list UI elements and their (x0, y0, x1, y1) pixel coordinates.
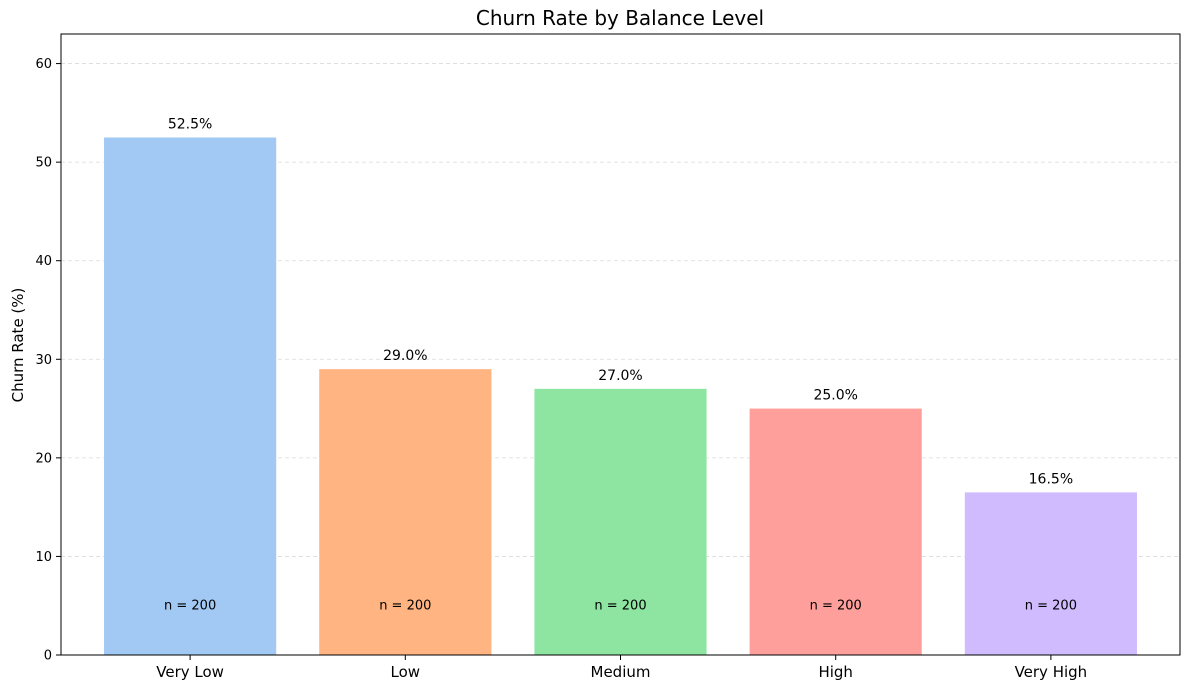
bar-count-label: n = 200 (1025, 599, 1077, 614)
y-tick-label: 30 (35, 353, 52, 368)
bar (534, 388, 707, 655)
bar-value-label: 27.0% (598, 368, 642, 384)
x-tick-label: Very High (1015, 663, 1088, 681)
bar-labels: 52.5% n = 200 29.0% n = 200 27.0% n = 200 25.0… (164, 117, 1077, 614)
y-axis-label: Churn Rate (%) (9, 288, 27, 403)
x-tick-label: Medium (591, 663, 651, 681)
bar-value-label: 29.0% (383, 348, 427, 364)
x-tick-label: High (818, 663, 852, 681)
bar (104, 137, 277, 655)
bar-count-label: n = 200 (810, 599, 862, 614)
bars (104, 137, 1137, 655)
x-tick-label: Low (391, 663, 421, 681)
bar-count-label: n = 200 (379, 599, 431, 614)
y-tick-label: 60 (35, 57, 52, 72)
y-tick-label: 50 (35, 156, 52, 171)
bar-value-label: 52.5% (168, 117, 212, 133)
bar (749, 408, 922, 655)
bar-value-label: 25.0% (813, 388, 857, 404)
x-tick-label: Very Low (156, 663, 224, 681)
chart-title: Churn Rate by Balance Level (476, 6, 764, 30)
y-tick-label: 10 (35, 550, 52, 565)
axes: 0 10 20 30 40 50 60 Very Low Low Medium High Very H… (35, 33, 1181, 681)
y-tick-label: 40 (35, 254, 52, 269)
y-tick-label: 0 (44, 649, 52, 664)
y-tick-label: 20 (35, 451, 52, 466)
bar (319, 369, 492, 655)
bar-count-label: n = 200 (164, 599, 216, 614)
bar (964, 492, 1137, 655)
bar-count-label: n = 200 (594, 599, 646, 614)
bar-value-label: 16.5% (1029, 471, 1073, 487)
